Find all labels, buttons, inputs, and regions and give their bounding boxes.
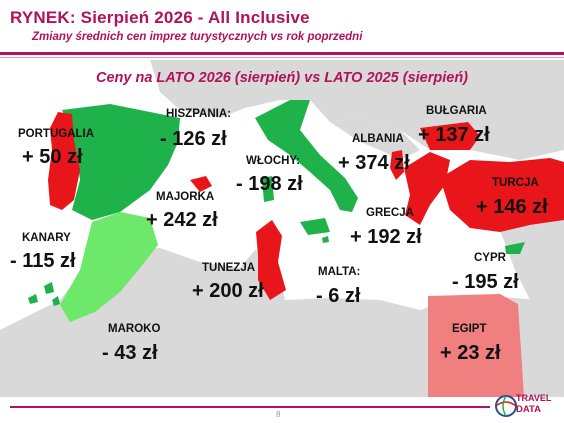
label-egipt-name: EGIPT: [452, 323, 487, 335]
logo-text-travel: TRAVEL: [516, 393, 552, 403]
header-divider: [0, 52, 564, 55]
label-majorka-value: + 242 zł: [146, 209, 218, 231]
label-portugalia-value: + 50 zł: [22, 146, 83, 168]
globe-icon: [495, 395, 517, 417]
greece-region: [404, 152, 450, 225]
tunisia-region: [256, 220, 286, 300]
middle-east-land: [500, 220, 564, 300]
page-title: RYNEK: Sierpień 2026 - All Inclusive: [10, 8, 310, 27]
page-number: 8: [276, 410, 281, 419]
north-africa-land: [0, 248, 564, 397]
label-bulgaria-name: BUŁGARIA: [426, 105, 487, 117]
label-kanary-name: KANARY: [22, 232, 71, 244]
spain-region: [62, 104, 180, 220]
label-turcja-name: TURCJA: [492, 177, 539, 189]
label-tunezja-value: + 200 zł: [192, 280, 264, 302]
logo-text-data: DATA: [516, 404, 541, 415]
label-turcja-value: + 146 zł: [476, 196, 548, 218]
malta-region: [322, 236, 329, 243]
label-bulgaria-value: + 137 zł: [418, 124, 490, 146]
map-title: Ceny na LATO 2026 (sierpień) vs LATO 202…: [95, 70, 469, 86]
label-malta-name: MALTA:: [318, 266, 361, 278]
label-cypr-name: CYPR: [474, 252, 506, 264]
label-maroko-value: - 43 zł: [102, 342, 158, 364]
label-majorka-name: MAJORKA: [156, 191, 215, 203]
travel-data-logo: TRAVEL DATA: [494, 392, 560, 420]
label-malta-value: - 6 zł: [316, 285, 361, 307]
page-subtitle: Zmiany średnich cen imprez turystycznych…: [32, 31, 363, 43]
sardinia-region: [262, 176, 274, 202]
label-hiszpania-name: HISZPANIA:: [166, 108, 231, 120]
label-portugalia-name: PORTUGALIA: [18, 128, 95, 140]
label-wlochy-value: - 198 zł: [236, 173, 303, 195]
label-maroko-name: MAROKO: [108, 323, 161, 335]
label-grecja-name: GRECJA: [366, 207, 414, 219]
label-grecja-value: + 192 zł: [350, 226, 422, 248]
label-tunezja-name: TUNEZJA: [202, 262, 256, 274]
turkey-region: [440, 158, 564, 232]
balkans-land: [330, 118, 420, 160]
label-cypr-value: - 195 zł: [452, 271, 519, 293]
italy-region: [255, 100, 358, 212]
albania-region: [390, 150, 404, 180]
label-egipt-value: + 23 zł: [440, 342, 501, 364]
label-kanary-value: - 115 zł: [10, 250, 76, 272]
header-divider-thin: [0, 57, 564, 58]
label-hiszpania-value: - 126 zł: [160, 128, 227, 150]
morocco-region: [60, 212, 158, 322]
egypt-region: [428, 294, 524, 397]
footer-divider: [10, 406, 490, 408]
mallorca-region: [190, 176, 212, 192]
bulgaria-region: [420, 122, 480, 150]
sicily-region: [300, 218, 330, 235]
label-albania-value: + 374 zł: [338, 152, 410, 174]
portugal-region: [48, 112, 80, 210]
canary-islands-region: [28, 282, 60, 306]
header: RYNEK: Sierpień 2026 - All Inclusive Zmi…: [0, 0, 564, 60]
cyprus-region: [505, 242, 525, 254]
label-wlochy-name: WŁOCHY:: [246, 155, 301, 167]
label-albania-name: ALBANIA: [352, 133, 404, 145]
map: [0, 60, 564, 397]
